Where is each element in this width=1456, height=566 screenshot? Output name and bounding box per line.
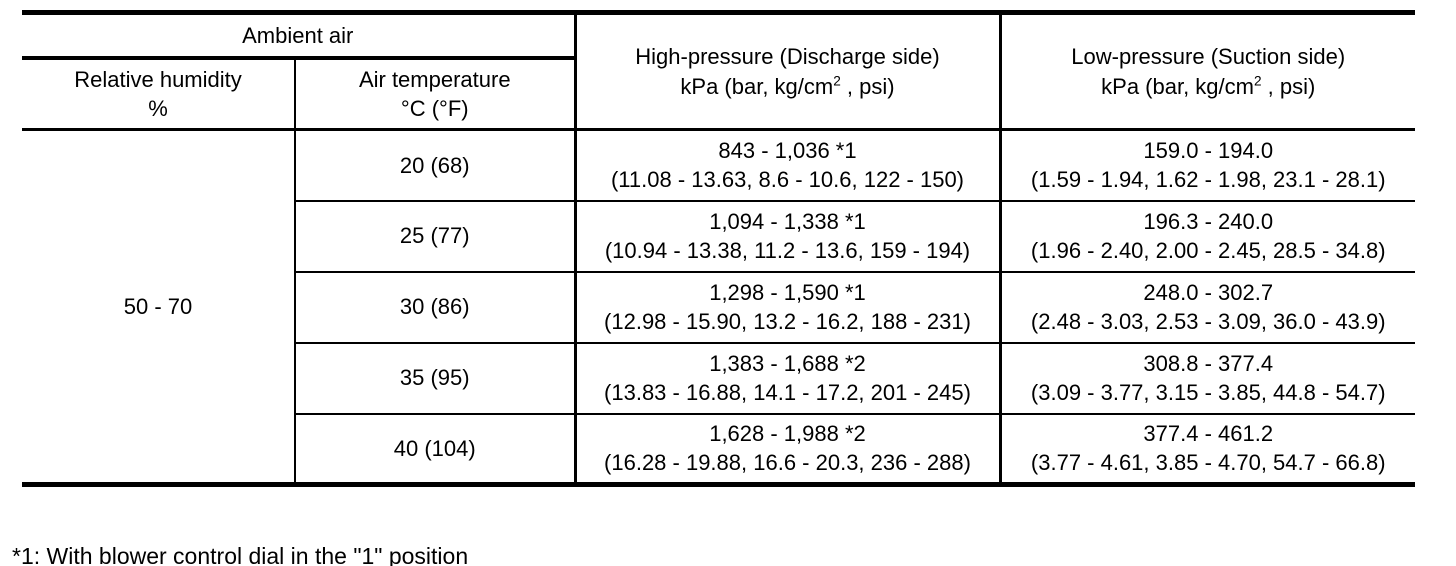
high-pressure-cell: 1,094 - 1,338 *1 (10.94 - 13.38, 11.2 - … <box>575 200 1002 273</box>
temp-cell: 35 (95) <box>295 342 577 415</box>
ac-pressure-spec-table: Ambient air High-pressure (Discharge sid… <box>22 10 1415 487</box>
footnotes: *1: With blower control dial in the "1" … <box>12 489 475 566</box>
temp-cell: 25 (77) <box>295 200 577 273</box>
table-row: 40 (104) 1,628 - 1,988 *2 (16.28 - 19.88… <box>22 413 1415 487</box>
high-pressure-title: High-pressure (Discharge side) <box>635 44 940 70</box>
header-low-pressure: Low-pressure (Suction side) kPa (bar, kg… <box>1000 10 1415 131</box>
low-pressure-cell: 248.0 - 302.7 (2.48 - 3.03, 2.53 - 3.09,… <box>1000 271 1415 344</box>
table-row: 50 - 70 20 (68) 843 - 1,036 *1 (11.08 - … <box>22 129 1415 487</box>
high-pressure-cell: 1,298 - 1,590 *1 (12.98 - 15.90, 13.2 - … <box>575 271 1002 344</box>
temp-cell: 40 (104) <box>295 413 577 487</box>
high-pressure-cell: 843 - 1,036 *1 (11.08 - 13.63, 8.6 - 10.… <box>575 129 1002 202</box>
low-pressure-cell: 196.3 - 240.0 (1.96 - 2.40, 2.00 - 2.45,… <box>1000 200 1415 273</box>
header-relative-humidity: Relative humidity % <box>22 57 296 131</box>
high-pressure-cell: 1,383 - 1,688 *2 (13.83 - 16.88, 14.1 - … <box>575 342 1002 415</box>
header-ambient-air-label: Ambient air <box>242 22 354 48</box>
header-high-pressure: High-pressure (Discharge side) kPa (bar,… <box>573 10 1002 131</box>
low-pressure-cell: 159.0 - 194.0 (1.59 - 1.94, 1.62 - 1.98,… <box>1000 129 1415 202</box>
table-row: 35 (95) 1,383 - 1,688 *2 (13.83 - 16.88,… <box>22 342 1415 415</box>
low-pressure-title: Low-pressure (Suction side) <box>1071 44 1346 70</box>
table-row: 25 (77) 1,094 - 1,338 *1 (10.94 - 13.38,… <box>22 200 1415 273</box>
low-pressure-unit: kPa (bar, kg/cm2 , psi) <box>1101 73 1316 99</box>
high-pressure-cell: 1,628 - 1,988 *2 (16.28 - 19.88, 16.6 - … <box>575 413 1002 487</box>
humidity-value-cell: 50 - 70 <box>22 129 296 487</box>
low-pressure-cell: 377.4 - 461.2 (3.77 - 4.61, 3.85 - 4.70,… <box>1000 413 1415 487</box>
table-row: 30 (86) 1,298 - 1,590 *1 (12.98 - 15.90,… <box>22 271 1415 344</box>
temp-cell: 20 (68) <box>295 129 577 202</box>
footnote-1: *1: With blower control dial in the "1" … <box>12 543 469 566</box>
header-air-temperature: Air temperature °C (°F) <box>295 57 577 131</box>
low-pressure-cell: 308.8 - 377.4 (3.09 - 3.77, 3.15 - 3.85,… <box>1000 342 1415 415</box>
header-ambient-air: Ambient air <box>22 10 577 60</box>
high-pressure-unit: kPa (bar, kg/cm2 , psi) <box>680 73 895 99</box>
temp-cell: 30 (86) <box>295 271 577 344</box>
